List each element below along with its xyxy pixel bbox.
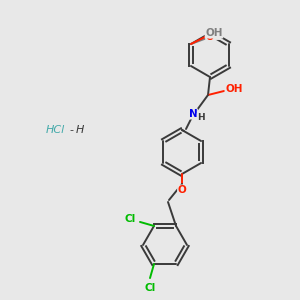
Text: O: O <box>178 185 186 195</box>
Text: H: H <box>213 31 221 40</box>
Text: O: O <box>206 32 214 42</box>
Text: HCl: HCl <box>45 125 64 135</box>
Text: N: N <box>189 109 197 119</box>
Text: H: H <box>76 125 84 135</box>
Text: OH: OH <box>225 84 243 94</box>
Text: H: H <box>197 113 205 122</box>
Text: OH: OH <box>205 28 223 38</box>
Text: -: - <box>69 125 73 135</box>
Text: Cl: Cl <box>144 283 156 293</box>
Text: Cl: Cl <box>124 214 136 224</box>
